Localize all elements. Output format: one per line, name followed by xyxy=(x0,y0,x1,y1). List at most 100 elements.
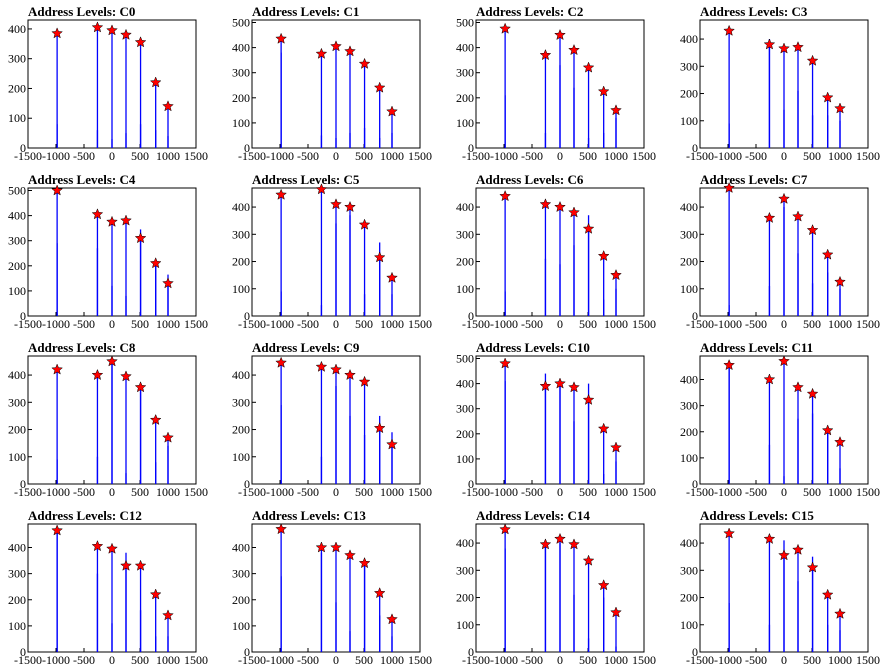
star-icon xyxy=(499,523,511,535)
x-tick-label: -1500 xyxy=(462,653,490,667)
x-tick-label: -1500 xyxy=(14,317,42,331)
x-tick-label: -500 xyxy=(745,485,767,499)
chart-title: Address Levels: C10 xyxy=(476,340,590,355)
y-tick-label: 400 xyxy=(456,41,474,55)
x-tick-label: -500 xyxy=(745,149,767,163)
y-tick-label: 0 xyxy=(692,309,698,323)
star-icon xyxy=(162,609,174,621)
x-tick-label: 500 xyxy=(803,653,821,667)
x-tick-label: 500 xyxy=(579,653,597,667)
x-tick-label: -1500 xyxy=(462,317,490,331)
star-icon xyxy=(275,356,287,368)
star-icon xyxy=(554,532,566,544)
y-tick-label: 400 xyxy=(8,209,26,223)
star-icon xyxy=(763,373,776,385)
star-icon xyxy=(386,438,398,450)
y-tick-label: 100 xyxy=(8,619,26,633)
x-tick-label: 1500 xyxy=(184,653,208,667)
x-tick-label: -1500 xyxy=(462,149,490,163)
y-tick-label: 300 xyxy=(456,227,474,241)
star-icon xyxy=(539,379,552,392)
y-tick-label: 0 xyxy=(468,141,474,155)
star-icon xyxy=(134,36,147,48)
y-tick-label: 100 xyxy=(232,619,250,633)
x-tick-label: 1000 xyxy=(380,485,404,499)
x-tick-label: -1500 xyxy=(14,653,42,667)
x-tick-label: 1500 xyxy=(632,149,656,163)
star-icon xyxy=(834,607,846,619)
star-icon xyxy=(162,277,174,289)
y-tick-label: 0 xyxy=(468,309,474,323)
histogram-panel: Address Levels: C40100200300400500-1500-… xyxy=(8,172,208,331)
star-icon xyxy=(106,24,118,36)
x-tick-label: 0 xyxy=(109,485,115,499)
star-icon xyxy=(315,541,328,553)
x-tick-label: -500 xyxy=(521,317,543,331)
x-tick-label: 500 xyxy=(579,485,597,499)
star-icon xyxy=(778,42,790,54)
x-tick-label: -1500 xyxy=(686,317,714,331)
histogram-panel: Address Levels: C9 0 100 200 300 400 -1500 -100… xyxy=(232,340,432,499)
y-tick-label: 200 xyxy=(8,81,26,95)
star-icon xyxy=(120,28,132,40)
x-tick-label: 1500 xyxy=(408,149,432,163)
star-icon xyxy=(763,532,776,544)
star-icon xyxy=(539,48,552,61)
x-tick-label: 0 xyxy=(781,149,787,163)
star-icon xyxy=(275,32,287,44)
y-tick-label: 400 xyxy=(232,368,250,382)
y-tick-label: 400 xyxy=(232,41,250,55)
star-icon xyxy=(373,251,386,263)
x-tick-label: 500 xyxy=(579,317,597,331)
x-tick-label: 1500 xyxy=(856,485,880,499)
star-icon xyxy=(373,587,386,599)
x-tick-label: 0 xyxy=(557,149,563,163)
x-tick-label: 1000 xyxy=(156,317,180,331)
star-icon xyxy=(834,275,846,287)
y-tick-label: 400 xyxy=(8,541,26,555)
star-icon xyxy=(51,27,63,39)
y-tick-label: 300 xyxy=(456,402,474,416)
x-tick-label: 0 xyxy=(109,653,115,667)
chart-title: Address Levels: C8 xyxy=(28,340,136,355)
x-tick-label: 500 xyxy=(131,317,149,331)
x-tick-label: -1000 xyxy=(714,653,742,667)
x-tick-label: 1500 xyxy=(632,317,656,331)
star-icon xyxy=(610,104,622,116)
star-icon xyxy=(554,28,566,41)
star-icon xyxy=(91,208,104,220)
star-icon xyxy=(162,100,174,112)
star-icon xyxy=(597,249,610,262)
star-icon xyxy=(723,527,735,539)
chart-title: Address Levels: C1 xyxy=(252,4,359,19)
x-tick-label: 1500 xyxy=(856,149,880,163)
star-icon xyxy=(134,381,147,393)
star-icon xyxy=(806,561,819,573)
y-tick-label: 400 xyxy=(680,373,698,387)
x-tick-label: 1500 xyxy=(408,653,432,667)
histogram-panel: Address Levels: C8 0 100 200 300 400 -1500 -100… xyxy=(8,340,208,499)
y-tick-label: 100 xyxy=(456,618,474,632)
histogram-panel: Address Levels: C20100200300400500-1500-… xyxy=(456,4,656,163)
star-icon xyxy=(778,355,790,367)
star-icon xyxy=(763,38,776,50)
y-tick-label: 0 xyxy=(692,645,698,659)
y-tick-label: 200 xyxy=(8,593,26,607)
star-icon xyxy=(275,523,287,535)
y-tick-label: 0 xyxy=(692,477,698,491)
x-tick-label: -1500 xyxy=(238,485,266,499)
chart-title: Address Levels: C6 xyxy=(476,172,584,187)
x-tick-label: 500 xyxy=(803,485,821,499)
y-tick-label: 400 xyxy=(8,22,26,36)
y-tick-label: 100 xyxy=(680,114,698,128)
y-tick-label: 200 xyxy=(456,91,474,105)
star-icon xyxy=(373,81,386,93)
y-tick-label: 0 xyxy=(244,141,250,155)
star-icon xyxy=(315,47,328,59)
star-icon xyxy=(344,200,356,213)
star-icon xyxy=(821,248,834,260)
star-icon xyxy=(499,22,511,34)
y-tick-label: 0 xyxy=(468,645,474,659)
x-tick-label: 500 xyxy=(579,149,597,163)
